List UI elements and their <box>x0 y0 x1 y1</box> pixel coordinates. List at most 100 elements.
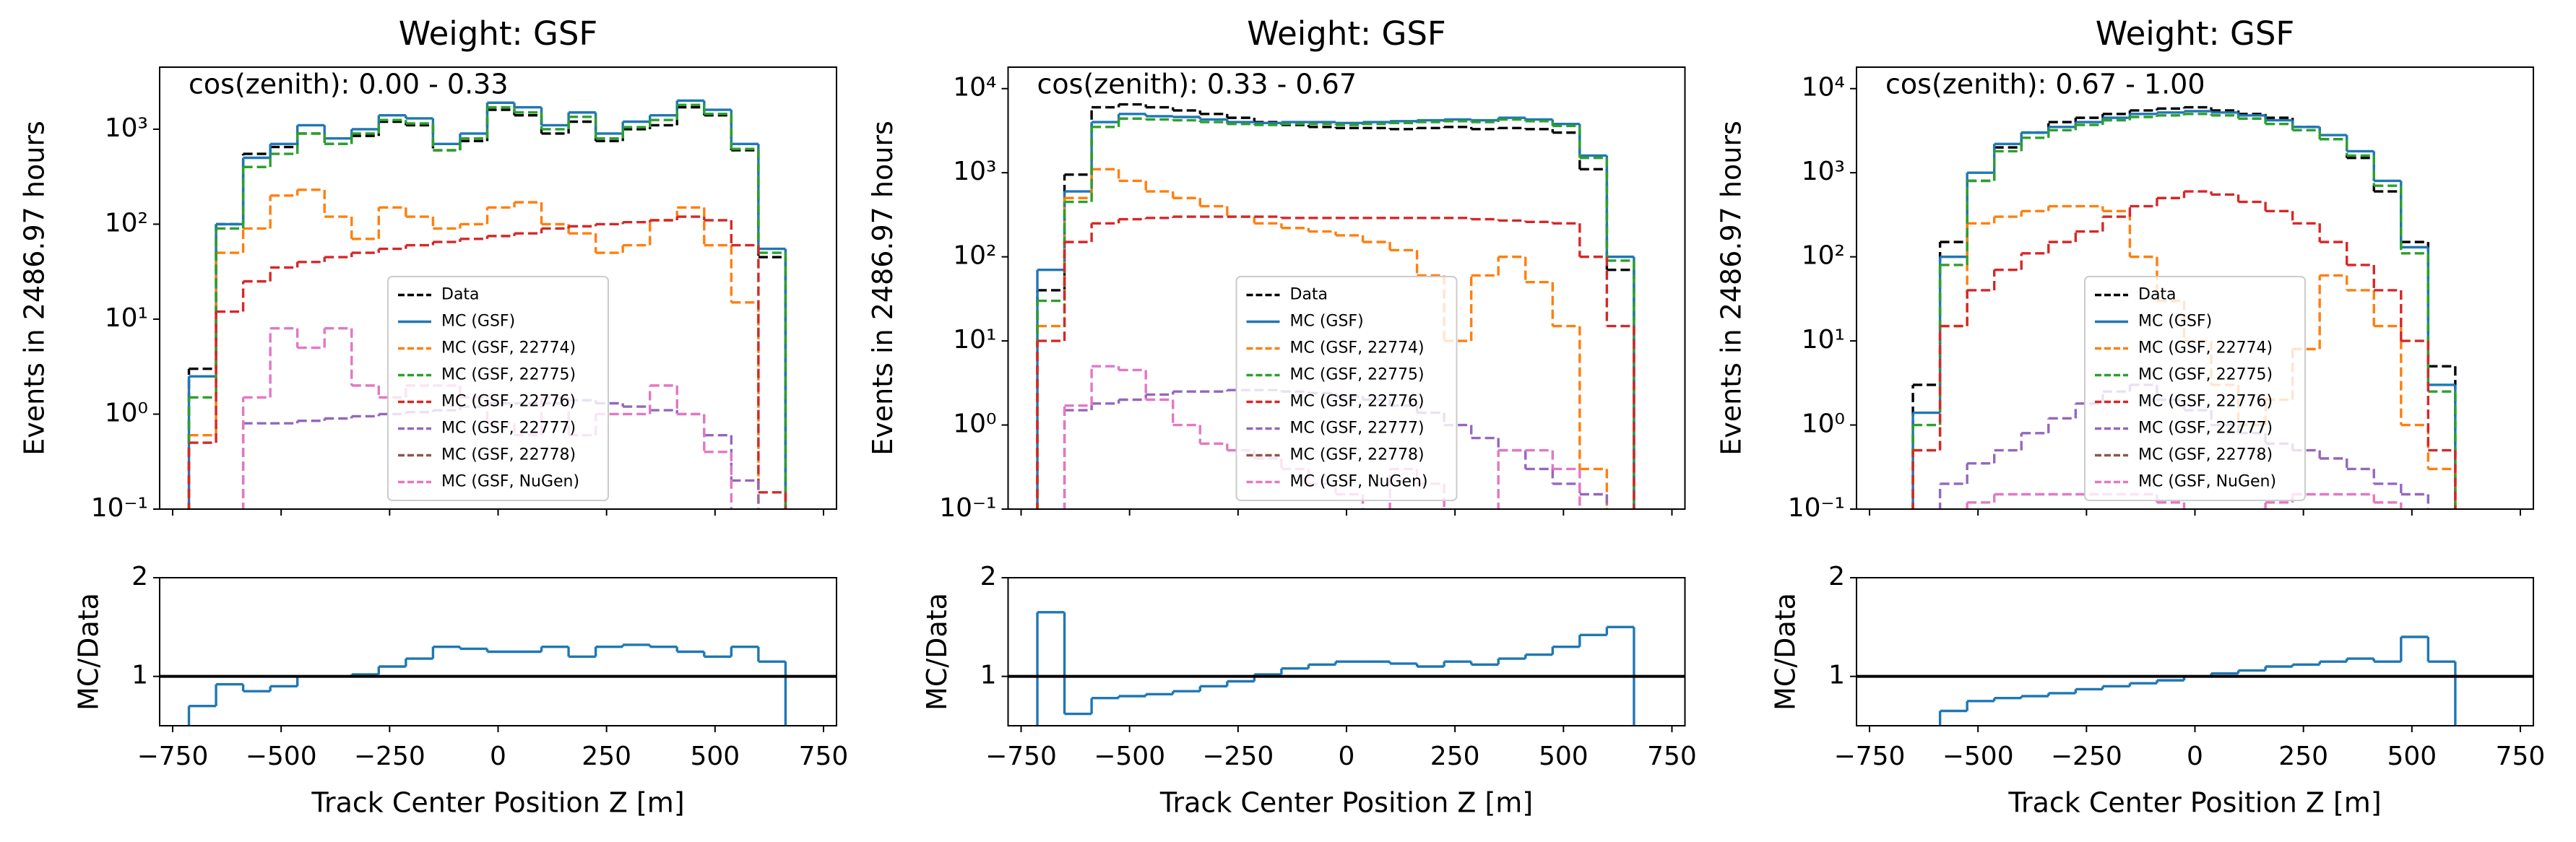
y-tick-label: 10⁰ <box>1802 409 1845 439</box>
x-tick-label: −250 <box>1202 742 1274 771</box>
x-tick-label: 250 <box>2278 742 2328 771</box>
axes-frame <box>1856 577 2534 726</box>
x-tick-label: −500 <box>246 742 317 771</box>
legend-box <box>2084 276 2306 501</box>
y-tick-label: 2 <box>1828 562 1845 591</box>
y-tick-label: 10¹ <box>1802 325 1845 355</box>
axes: 10⁻¹ 10⁰ 10¹ 10² 10³ Weight: GSF cos(zenith): … <box>19 14 837 523</box>
annotation: cos(zenith): 0.00 - 0.33 <box>189 69 509 100</box>
y-tick-label: 10⁰ <box>953 409 996 439</box>
axes-frame <box>1007 577 1686 726</box>
legend: Data MC (GSF) MC (GSF, 22774) MC (GSF, 2277… <box>387 276 609 501</box>
x-tick-label: 500 <box>690 742 740 771</box>
legend-label: MC (GSF, 22774) <box>441 339 576 357</box>
legend-label: MC (GSF, 22774) <box>2138 339 2273 357</box>
legend: Data MC (GSF) MC (GSF, 22774) MC (GSF, 2277… <box>2084 276 2306 501</box>
x-tick-label: 750 <box>1647 742 1697 771</box>
y-tick-label: 10² <box>1802 241 1845 271</box>
x-tick-label: −250 <box>354 742 425 771</box>
legend-label: MC (GSF, 22776) <box>1290 393 1425 411</box>
y-axis-label: MC/Data <box>1770 593 1802 711</box>
legend-label: MC (GSF, 22777) <box>1290 420 1425 438</box>
x-tick-label: 0 <box>1339 742 1355 771</box>
legend-label: MC (GSF, 22778) <box>1290 446 1425 464</box>
x-axis-label: Track Center Position Z [m] <box>311 787 684 819</box>
y-tick-label: 10¹ <box>105 303 148 333</box>
x-tick-label: 0 <box>2187 742 2203 771</box>
y-tick-label: 1 <box>980 661 997 690</box>
x-axis-label: Track Center Position Z [m] <box>1159 787 1533 819</box>
annotation: cos(zenith): 0.67 - 1.00 <box>1885 69 2205 100</box>
y-axis-label: MC/Data <box>73 593 105 711</box>
legend-label: MC (GSF, NuGen) <box>1290 473 1428 491</box>
y-axis-label: Events in 2486.97 hours <box>867 121 899 456</box>
axes: 10⁻¹ 10⁰ 10¹ 10² 10³ 10⁴ Weight: GSF cos(zenith… <box>867 14 1686 523</box>
chart-title: Weight: GSF <box>399 14 598 53</box>
plot-area <box>1008 611 1685 726</box>
x-tick-label: −500 <box>1942 742 2014 771</box>
y-tick-label: 10⁴ <box>953 73 996 103</box>
legend-label: MC (GSF, 22778) <box>2138 446 2273 464</box>
y-tick-label: 10² <box>953 241 996 271</box>
legend-label: Data <box>1290 286 1328 304</box>
legend-label: MC (GSF, 22774) <box>1290 339 1425 357</box>
axes: 1 2 −750 −500 −250 0 250 500 750 Track Center Pos… <box>73 562 849 819</box>
y-tick-label: 10⁻¹ <box>939 493 996 523</box>
legend-label: Data <box>441 286 480 304</box>
legend-label: MC (GSF, NuGen) <box>441 473 579 491</box>
legend-label: MC (GSF) <box>441 313 515 331</box>
y-tick-label: 10⁴ <box>1802 73 1845 103</box>
legend-label: MC (GSF, 22775) <box>2138 366 2273 384</box>
x-tick-label: 0 <box>490 742 506 771</box>
y-tick-label: 2 <box>131 562 148 591</box>
y-tick-label: 10² <box>105 208 148 238</box>
legend-box <box>387 276 609 501</box>
axes-frame <box>1856 66 2534 510</box>
legend-label: MC (GSF, 22778) <box>441 446 576 464</box>
y-tick-label: 2 <box>980 562 997 591</box>
x-tick-label: −250 <box>2051 742 2122 771</box>
y-tick-label: 1 <box>1828 661 1845 690</box>
y-tick-label: 10⁰ <box>105 398 148 427</box>
y-axis-label: MC/Data <box>921 593 953 711</box>
legend-label: MC (GSF) <box>1290 313 1364 331</box>
legend-label: MC (GSF, 22777) <box>2138 420 2273 438</box>
y-tick-label: 10³ <box>105 113 148 143</box>
y-axis-label: Events in 2486.97 hours <box>1716 121 1747 456</box>
legend-label: MC (GSF, 22775) <box>441 366 576 384</box>
x-tick-label: 250 <box>582 742 631 771</box>
x-tick-label: 500 <box>1539 742 1589 771</box>
legend-box <box>1235 276 1458 501</box>
axes-frame <box>159 66 837 510</box>
x-tick-label: −750 <box>137 742 209 771</box>
axes-frame <box>1007 66 1686 510</box>
axes-frame <box>159 577 837 726</box>
y-tick-label: 10³ <box>1802 157 1845 186</box>
axes: 10⁻¹ 10⁰ 10¹ 10² 10³ 10⁴ Weight: GSF cos(zenith… <box>1716 14 2534 523</box>
annotation: cos(zenith): 0.33 - 0.67 <box>1037 69 1357 100</box>
chart-title: Weight: GSF <box>1247 14 1446 53</box>
y-tick-label: 10⁻¹ <box>91 493 148 523</box>
axes: 1 2 −750 −500 −250 0 250 500 750 Track Center Pos… <box>1770 562 2546 819</box>
y-tick-label: 10³ <box>953 157 996 186</box>
legend-label: MC (GSF, 22776) <box>441 393 576 411</box>
plot-area <box>1036 103 1635 509</box>
y-tick-label: 10¹ <box>953 325 996 355</box>
chart-title: Weight: GSF <box>2096 14 2295 53</box>
y-tick-label: 10⁻¹ <box>1788 493 1845 523</box>
x-tick-label: 750 <box>799 742 849 771</box>
legend-label: MC (GSF) <box>2138 313 2212 331</box>
legend-label: MC (GSF, NuGen) <box>2138 473 2276 491</box>
legend-label: MC (GSF, 22776) <box>2138 393 2273 411</box>
legend: Data MC (GSF) MC (GSF, 22774) MC (GSF, 2277… <box>1235 276 1458 501</box>
y-axis-label: Events in 2486.97 hours <box>19 121 51 456</box>
x-tick-label: 250 <box>1430 742 1480 771</box>
y-tick-label: 1 <box>131 661 148 690</box>
plot-area <box>160 643 837 726</box>
x-tick-label: 500 <box>2387 742 2437 771</box>
x-tick-label: −750 <box>985 742 1057 771</box>
x-tick-label: −500 <box>1094 742 1165 771</box>
legend-label: MC (GSF, 22777) <box>441 420 576 438</box>
